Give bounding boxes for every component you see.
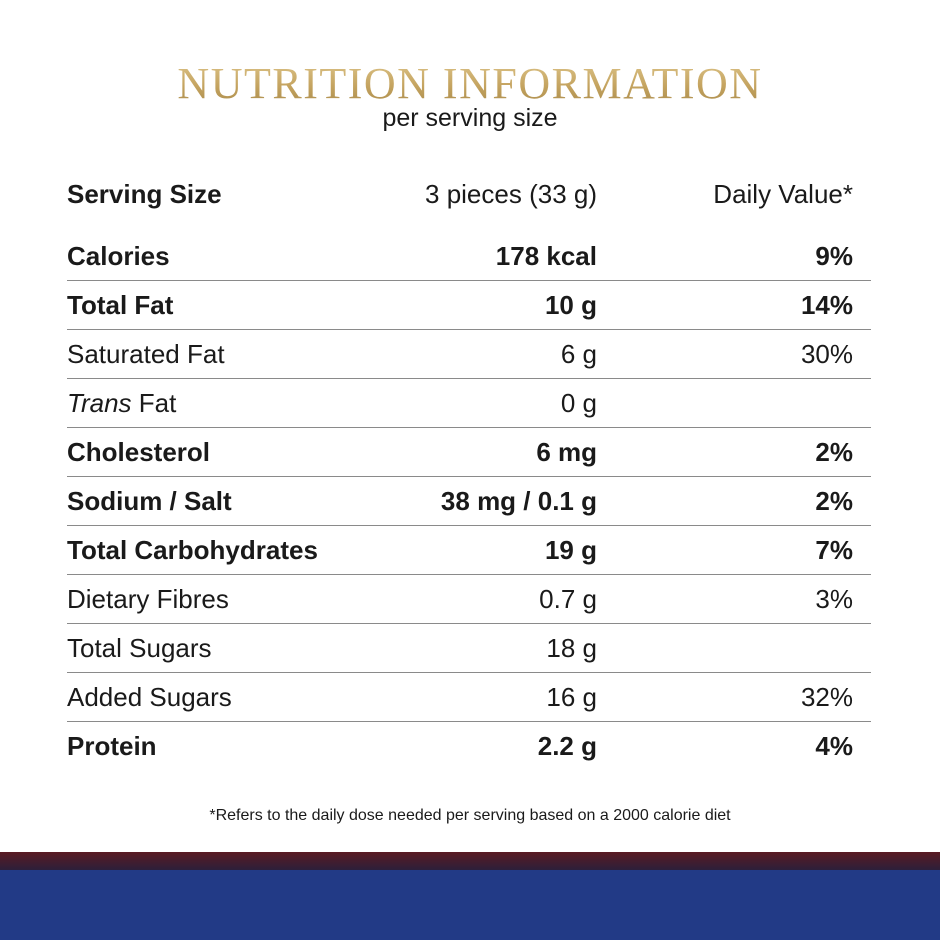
nutrient-amount: 38 mg / 0.1 g bbox=[440, 486, 597, 516]
nutrient-amount: 0.7 g bbox=[539, 584, 597, 614]
nutrient-label: Cholesterol bbox=[67, 437, 211, 467]
nutrient-label: Total Fat bbox=[67, 290, 174, 320]
decorative-band-blue bbox=[0, 870, 940, 940]
nutrient-label: Protein bbox=[67, 731, 157, 761]
nutrition-table: Calories 178 kcal 9% Total Fat 10 g 14% … bbox=[67, 232, 871, 770]
nutrient-daily-value: 14% bbox=[800, 290, 853, 320]
nutrient-row-dietary-fibres: Dietary Fibres 0.7 g 3% bbox=[67, 575, 871, 624]
nutrient-amount: 0 g bbox=[560, 388, 597, 418]
nutrient-daily-value: 32% bbox=[800, 682, 853, 712]
nutrient-row-added-sugars: Added Sugars 16 g 32% bbox=[67, 673, 871, 722]
nutrient-row-protein: Protein 2.2 g 4% bbox=[67, 722, 871, 770]
serving-size-label: Serving Size bbox=[67, 179, 222, 209]
nutrient-daily-value: 30% bbox=[800, 339, 853, 369]
serving-size-amount: 3 pieces (33 g) bbox=[425, 179, 597, 209]
nutrient-amount: 2.2 g bbox=[537, 731, 597, 761]
serving-size-header: Serving Size 3 pieces (33 g) Daily Value… bbox=[67, 172, 853, 216]
daily-value-footnote: *Refers to the daily dose needed per ser… bbox=[209, 807, 731, 824]
nutrient-daily-value: 3% bbox=[815, 584, 853, 614]
nutrient-label: Added Sugars bbox=[67, 682, 232, 712]
page-subtitle: per serving size bbox=[382, 104, 558, 132]
nutrient-row-cholesterol: Cholesterol 6 mg 2% bbox=[67, 428, 871, 477]
nutrient-amount: 18 g bbox=[546, 633, 597, 663]
nutrient-row-total-fat: Total Fat 10 g 14% bbox=[67, 281, 871, 330]
nutrient-daily-value: 2% bbox=[815, 437, 853, 467]
nutrient-amount: 10 g bbox=[544, 290, 597, 320]
nutrient-row-calories: Calories 178 kcal 9% bbox=[67, 232, 871, 281]
nutrient-amount: 6 mg bbox=[536, 437, 597, 467]
trans-italic-label: Trans bbox=[67, 388, 132, 418]
nutrient-label: Dietary Fibres bbox=[67, 584, 229, 614]
nutrient-label: Saturated Fat bbox=[67, 339, 225, 369]
page-title: NUTRITION INFORMATION bbox=[0, 60, 940, 108]
nutrient-row-total-carbohydrates: Total Carbohydrates 19 g 7% bbox=[67, 526, 871, 575]
nutrient-daily-value: 2% bbox=[815, 486, 853, 516]
nutrient-row-total-sugars: Total Sugars 18 g bbox=[67, 624, 871, 673]
nutrient-amount: 178 kcal bbox=[495, 241, 597, 271]
nutrient-row-saturated-fat: Saturated Fat 6 g 30% bbox=[67, 330, 871, 379]
nutrient-label: Total Carbohydrates bbox=[67, 535, 318, 565]
decorative-band-maroon bbox=[0, 852, 940, 870]
nutrient-daily-value: 9% bbox=[815, 241, 853, 271]
trans-fat-suffix: Fat bbox=[131, 388, 177, 418]
nutrient-label: Sodium / Salt bbox=[67, 486, 232, 516]
nutrient-amount: 19 g bbox=[544, 535, 597, 565]
nutrient-label: Trans Fat bbox=[67, 379, 176, 427]
nutrient-label: Calories bbox=[67, 241, 170, 271]
nutrient-daily-value: 7% bbox=[815, 535, 853, 565]
nutrient-row-sodium-salt: Sodium / Salt 38 mg / 0.1 g 2% bbox=[67, 477, 871, 526]
nutrient-amount: 6 g bbox=[560, 339, 597, 369]
nutrient-daily-value: 4% bbox=[815, 731, 853, 761]
nutrient-amount: 16 g bbox=[546, 682, 597, 712]
daily-value-heading: Daily Value* bbox=[713, 179, 853, 209]
nutrient-row-trans-fat: Trans Fat 0 g bbox=[67, 379, 871, 428]
nutrient-label: Total Sugars bbox=[67, 633, 212, 663]
